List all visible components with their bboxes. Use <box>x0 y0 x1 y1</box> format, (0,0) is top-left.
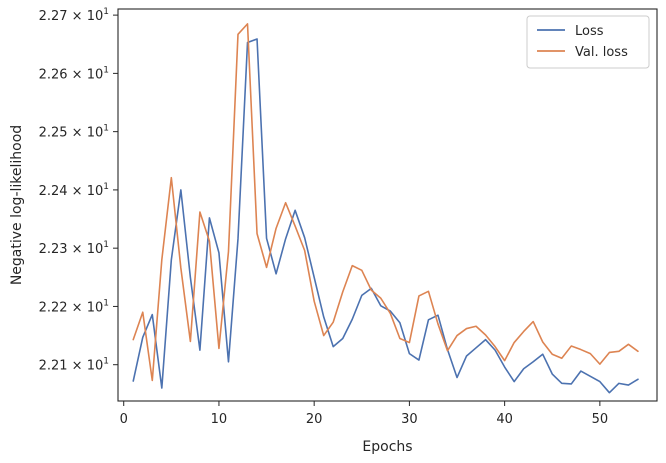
plot-area <box>118 9 657 401</box>
y-tick-label: 2.25 × 101 <box>39 124 109 141</box>
y-tick-label: 2.21 × 101 <box>39 357 109 374</box>
series-line-1 <box>132 23 639 382</box>
x-tick-label: 20 <box>306 412 323 427</box>
legend: Loss Val. loss <box>526 15 650 69</box>
x-tick-label: 40 <box>496 412 513 427</box>
y-tick-label: 2.22 × 101 <box>39 298 109 315</box>
y-tick-label: 2.26 × 101 <box>39 65 109 82</box>
series-line-0 <box>132 38 639 394</box>
legend-box <box>526 15 650 69</box>
series-lines <box>132 23 639 394</box>
x-axis-ticks: 0 10 20 30 40 50 <box>120 401 609 427</box>
y-tick-label: 2.24 × 101 <box>39 182 109 199</box>
legend-label-0: Loss <box>575 24 604 39</box>
y-axis-ticks: 2.21 × 101 2.22 × 101 2.23 × 101 2.24 × 101… <box>39 7 118 374</box>
y-axis-label: Negative log-likelihood <box>9 125 25 285</box>
x-tick-label: 0 <box>120 412 128 427</box>
x-tick-label: 50 <box>592 412 609 427</box>
y-tick-label: 2.23 × 101 <box>39 240 109 257</box>
y-tick-label: 2.27 × 101 <box>39 7 109 24</box>
x-axis-label: Epochs <box>362 439 412 455</box>
plot-frame <box>117 8 658 402</box>
x-tick-label: 30 <box>401 412 418 427</box>
legend-label-1: Val. loss <box>575 45 628 60</box>
x-tick-label: 10 <box>211 412 228 427</box>
